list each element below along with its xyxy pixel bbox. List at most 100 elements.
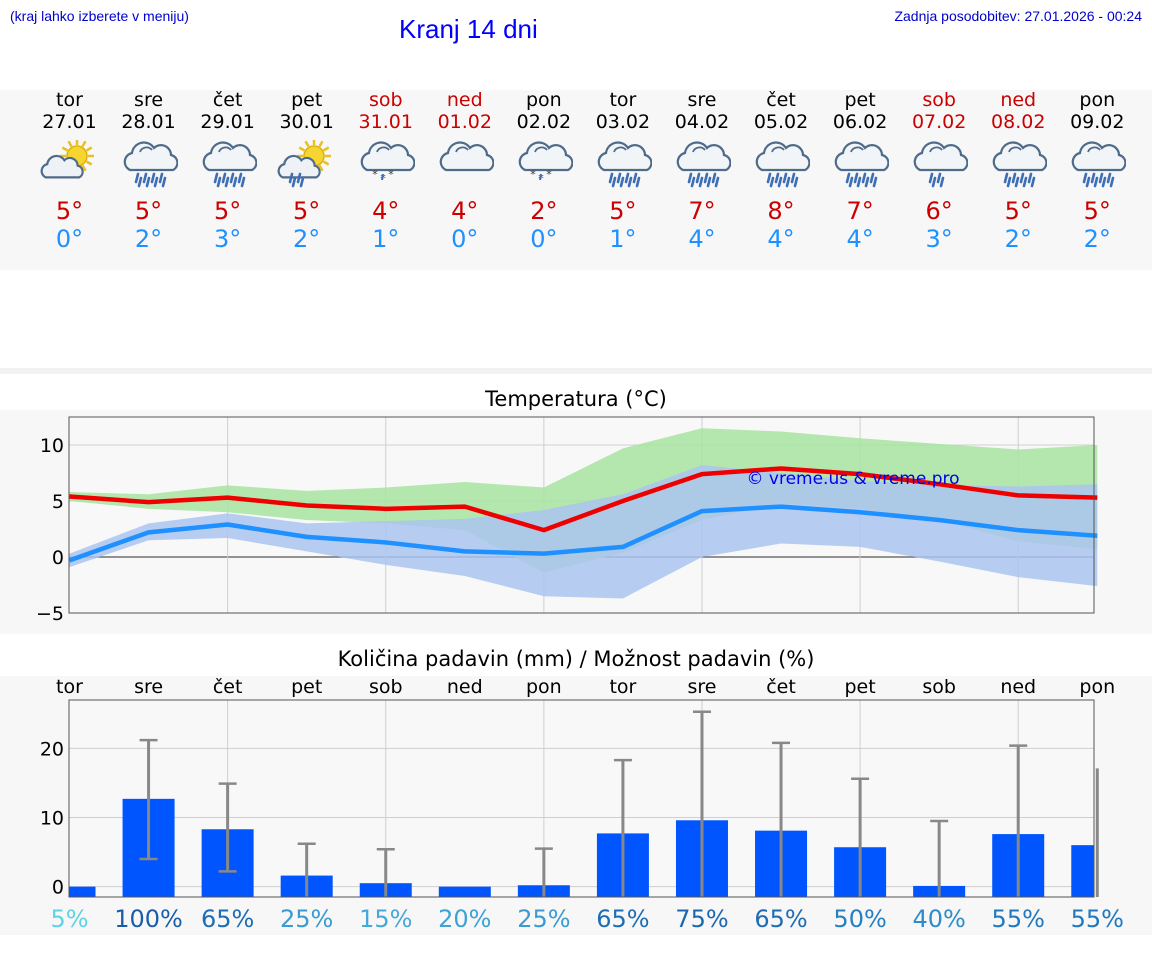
precipitation-probability: 100% [114, 905, 183, 933]
temperature-chart: 10 5 0 −5 © vreme.us & vreme.pro [36, 416, 1098, 625]
precipitation-bar [1071, 845, 1094, 897]
forecast-day-header: pet 06.02 [820, 89, 900, 133]
sun-ray [318, 140, 324, 148]
temp-min: 2° [1083, 225, 1111, 253]
temp-max: 5° [609, 197, 637, 225]
weekday-label: čet [212, 89, 243, 111]
temp-max: 7° [846, 197, 874, 225]
rain-cloud-icon [123, 141, 178, 188]
sun-ray [80, 140, 87, 148]
temp-max: 5° [1083, 197, 1111, 225]
forecast-day-header: ned 01.02 [425, 89, 505, 133]
date-label: 09.02 [1070, 111, 1125, 133]
temp-min: 3° [925, 225, 953, 253]
date-label: 04.02 [674, 111, 730, 133]
weekday-label: čet [766, 89, 796, 111]
sun-ray [61, 146, 68, 152]
date-label: 06.02 [832, 111, 888, 133]
svg-text:*: * [388, 168, 394, 181]
temp-max: 4° [372, 197, 400, 225]
category-label: pon [1079, 676, 1115, 698]
precipitation-probability: 15% [359, 905, 412, 933]
date-label: 08.02 [991, 111, 1046, 133]
precipitation-probability: 55% [1071, 905, 1124, 933]
precipitation-probability: 20% [438, 905, 491, 933]
category-label: tor [609, 676, 636, 698]
precipitation-probability: 25% [280, 905, 333, 933]
watermark: © vreme.us & vreme.pro [746, 469, 959, 489]
cloud-icon [439, 141, 494, 172]
rain-cloud-icon [1071, 141, 1127, 188]
temp-max: 5° [293, 197, 321, 225]
sun-ray [85, 160, 92, 166]
category-label: pet [844, 676, 875, 698]
temp-min: 0° [530, 225, 558, 253]
date-label: 28.01 [121, 111, 176, 133]
y-tick-label: 0 [52, 547, 64, 569]
temp-min: 2° [1004, 225, 1032, 253]
plot-frame [68, 699, 1095, 898]
temp-max: 2° [530, 197, 558, 225]
min-range-band [69, 465, 1098, 599]
weekday-label: ned [1000, 89, 1037, 111]
max-range-band [69, 428, 1098, 573]
precipitation-probability: 5% [50, 905, 88, 933]
temp-min: 4° [688, 225, 716, 253]
sun-ray [322, 160, 330, 166]
y-tick-label: 20 [40, 738, 64, 760]
sun-ray [66, 140, 73, 148]
last-updated: Zadnja posodobitev: 27.01.2026 - 00:24 [894, 8, 1142, 24]
category-label: ned [1000, 676, 1036, 698]
forecast-day-header: čet 05.02 [741, 89, 821, 133]
sun-ray [322, 146, 330, 152]
date-label: 30.01 [279, 111, 334, 133]
category-label: pet [291, 676, 322, 698]
min-temperature-line [68, 504, 1098, 563]
forecast-day-header: sre 28.01 [109, 89, 189, 133]
date-label: 27.01 [42, 111, 97, 133]
sun-ray [318, 164, 324, 172]
date-label: 07.02 [911, 111, 967, 133]
rain-cloud-icon [597, 141, 652, 188]
forecast-day-header: sre 04.02 [662, 89, 742, 133]
precipitation-probability: 65% [201, 905, 254, 933]
precipitation-bar [438, 886, 491, 897]
date-label: 29.01 [200, 111, 255, 133]
precipitation-chart-title: Količina padavin (mm) / Možnost padavin … [337, 647, 815, 671]
location-hint: (kraj lahko izberete v meniju) [10, 8, 189, 24]
y-tick-label: 10 [40, 808, 64, 830]
precipitation-probability: 40% [912, 905, 965, 933]
temp-max: 5° [134, 197, 163, 225]
temp-max: 4° [451, 197, 479, 225]
precipitation-probability: 75% [675, 905, 728, 933]
temp-max: 5° [55, 197, 84, 225]
temp-min: 2° [293, 225, 321, 253]
sun-ray [304, 140, 310, 148]
category-label: tor [56, 676, 83, 698]
sun-ray [85, 146, 92, 152]
weekday-label: ned [446, 89, 483, 111]
temp-max: 7° [688, 197, 716, 225]
weekday-label: sre [134, 89, 164, 111]
weekday-label: sre [687, 89, 717, 111]
precipitation-probability: 50% [833, 905, 886, 933]
temp-min: 4° [767, 225, 795, 253]
forecast-day-header: tor 03.02 [583, 89, 663, 133]
category-label: sre [687, 676, 716, 698]
temp-max: 8° [767, 197, 795, 225]
forecast-day-header: tor 27.01 [30, 89, 110, 133]
weekday-label: sob [922, 89, 956, 111]
forecast-day-header: sob 07.02 [899, 89, 979, 133]
precipitation-chart: tor sre čet pet sob ned pon tor sre čet pet sob ned p… [40, 676, 1124, 933]
page-title: Kranj 14 dni [399, 14, 538, 44]
snow-cloud-icon: *** [518, 141, 573, 185]
svg-text:*: * [372, 168, 378, 181]
category-label: pon [526, 676, 562, 698]
weekday-label: sob [368, 89, 403, 111]
weekday-label: pon [1079, 89, 1116, 111]
divider [0, 368, 1152, 374]
rain-cloud-icon [755, 141, 811, 188]
date-label: 02.02 [516, 111, 572, 133]
y-tick-label: 5 [52, 491, 64, 513]
category-label: čet [766, 676, 796, 698]
